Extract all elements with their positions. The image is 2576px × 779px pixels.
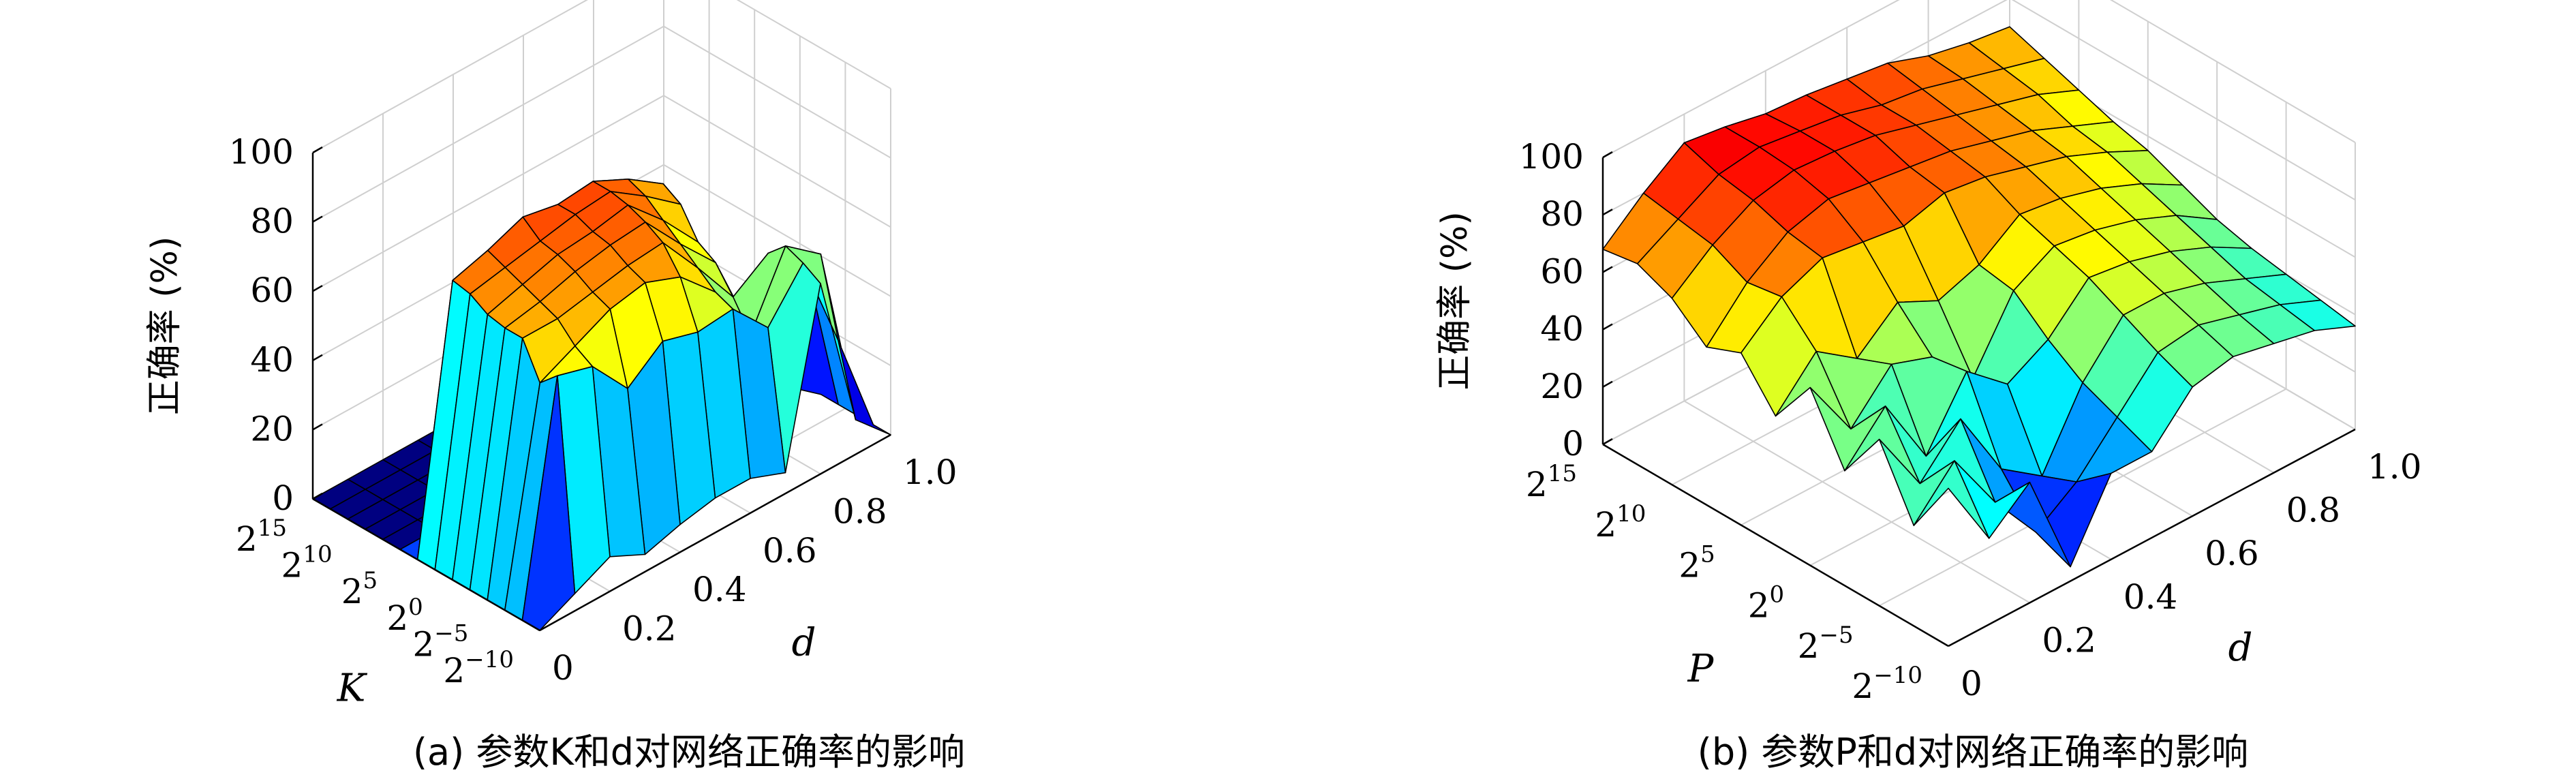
tick-label: 0 (1961, 664, 1982, 703)
tick-label: 0 (272, 478, 294, 518)
tick-label: 210 (281, 541, 333, 585)
grid-line (312, 0, 589, 153)
tick-label: 0.8 (833, 491, 887, 531)
axis-line (1948, 428, 2356, 647)
tick-label: 0.8 (2286, 491, 2341, 530)
tick-label: 1.0 (903, 453, 957, 492)
x-axis-label: K (337, 667, 368, 711)
grid-line (312, 95, 664, 292)
tick-label: 40 (250, 340, 294, 380)
tick-mark (1602, 209, 1613, 216)
tick-label: 215 (236, 515, 287, 559)
z-axis-label: 正确率 (%) (1435, 211, 1475, 391)
grid-line (1683, 400, 2030, 604)
axis-line (1602, 443, 1949, 647)
grid-line (312, 25, 664, 223)
grid-line (2011, 0, 2356, 201)
tick-label: 25 (341, 567, 378, 611)
tick-label: 80 (1540, 194, 1584, 234)
grid-line (663, 25, 891, 159)
tick-label: 2−5 (412, 620, 468, 664)
tick-mark (312, 215, 323, 223)
y-axis-label: d (2228, 626, 2253, 670)
x-axis-label: P (1687, 647, 1715, 691)
tick-label: 2−5 (1798, 622, 1854, 666)
tick-label: 20 (1540, 367, 1584, 406)
z-axis-label: 正确率 (%) (144, 236, 185, 416)
grid-line (1602, 0, 1900, 158)
tick-mark (312, 285, 323, 292)
tick-label: 100 (1519, 137, 1584, 177)
axis-line (312, 498, 540, 632)
y-axis-label: d (792, 621, 816, 665)
tick-label: 0.2 (622, 609, 677, 649)
tick-label: 80 (250, 202, 294, 241)
tick-mark (1602, 151, 1613, 159)
tick-label: 60 (1540, 251, 1584, 291)
tick-label: 0.6 (763, 531, 817, 570)
tick-mark (312, 492, 323, 500)
tick-mark (312, 354, 323, 361)
tick-label: 0.2 (2042, 620, 2096, 660)
tick-label: 2−10 (443, 646, 514, 690)
tick-label: 60 (250, 271, 294, 310)
tick-mark (1602, 438, 1613, 446)
tick-label: 40 (1540, 309, 1584, 349)
grid-line (736, 0, 891, 89)
grid-line (663, 95, 891, 228)
tick-label: 1.0 (2367, 447, 2422, 487)
tick-label: 20 (386, 594, 423, 638)
tick-label: 210 (1595, 500, 1646, 545)
surface-face (1913, 460, 1990, 539)
panel-a-surface-plot: 02040608010000.20.40.60.81.021521025202−… (144, 0, 957, 711)
grid-line (663, 164, 891, 297)
tick-mark (1602, 380, 1613, 388)
grid-line (2110, 0, 2356, 143)
caption-a: (a) 参数K和d对网络正确率的影响 (413, 731, 965, 774)
tick-label: 20 (1748, 581, 1784, 626)
tick-label: 0 (1562, 424, 1584, 463)
panel-b-surface-plot: 0 20 40 60 80 100 0 0.2 0.4 0.6 0.8 1.0 215 210 25 20 2−… (1435, 0, 2422, 706)
tick-label: 20 (250, 409, 294, 448)
tick-mark (312, 423, 323, 431)
tick-mark (312, 146, 323, 154)
tick-label: 0 (552, 648, 574, 688)
axis-line (539, 433, 891, 632)
tick-label: 100 (229, 132, 294, 172)
tick-label: 0.4 (2123, 577, 2178, 617)
tick-mark (1602, 266, 1613, 273)
tick-label: 0.6 (2205, 534, 2259, 573)
tick-mark (1602, 323, 1613, 331)
tick-label: 25 (1678, 540, 1715, 585)
tick-label: 0.4 (692, 570, 747, 609)
tick-label: 215 (1526, 460, 1577, 504)
caption-b: (b) 参数P和d对网络正确率的影响 (1698, 731, 2248, 774)
tick-label: 2−10 (1852, 662, 1922, 706)
